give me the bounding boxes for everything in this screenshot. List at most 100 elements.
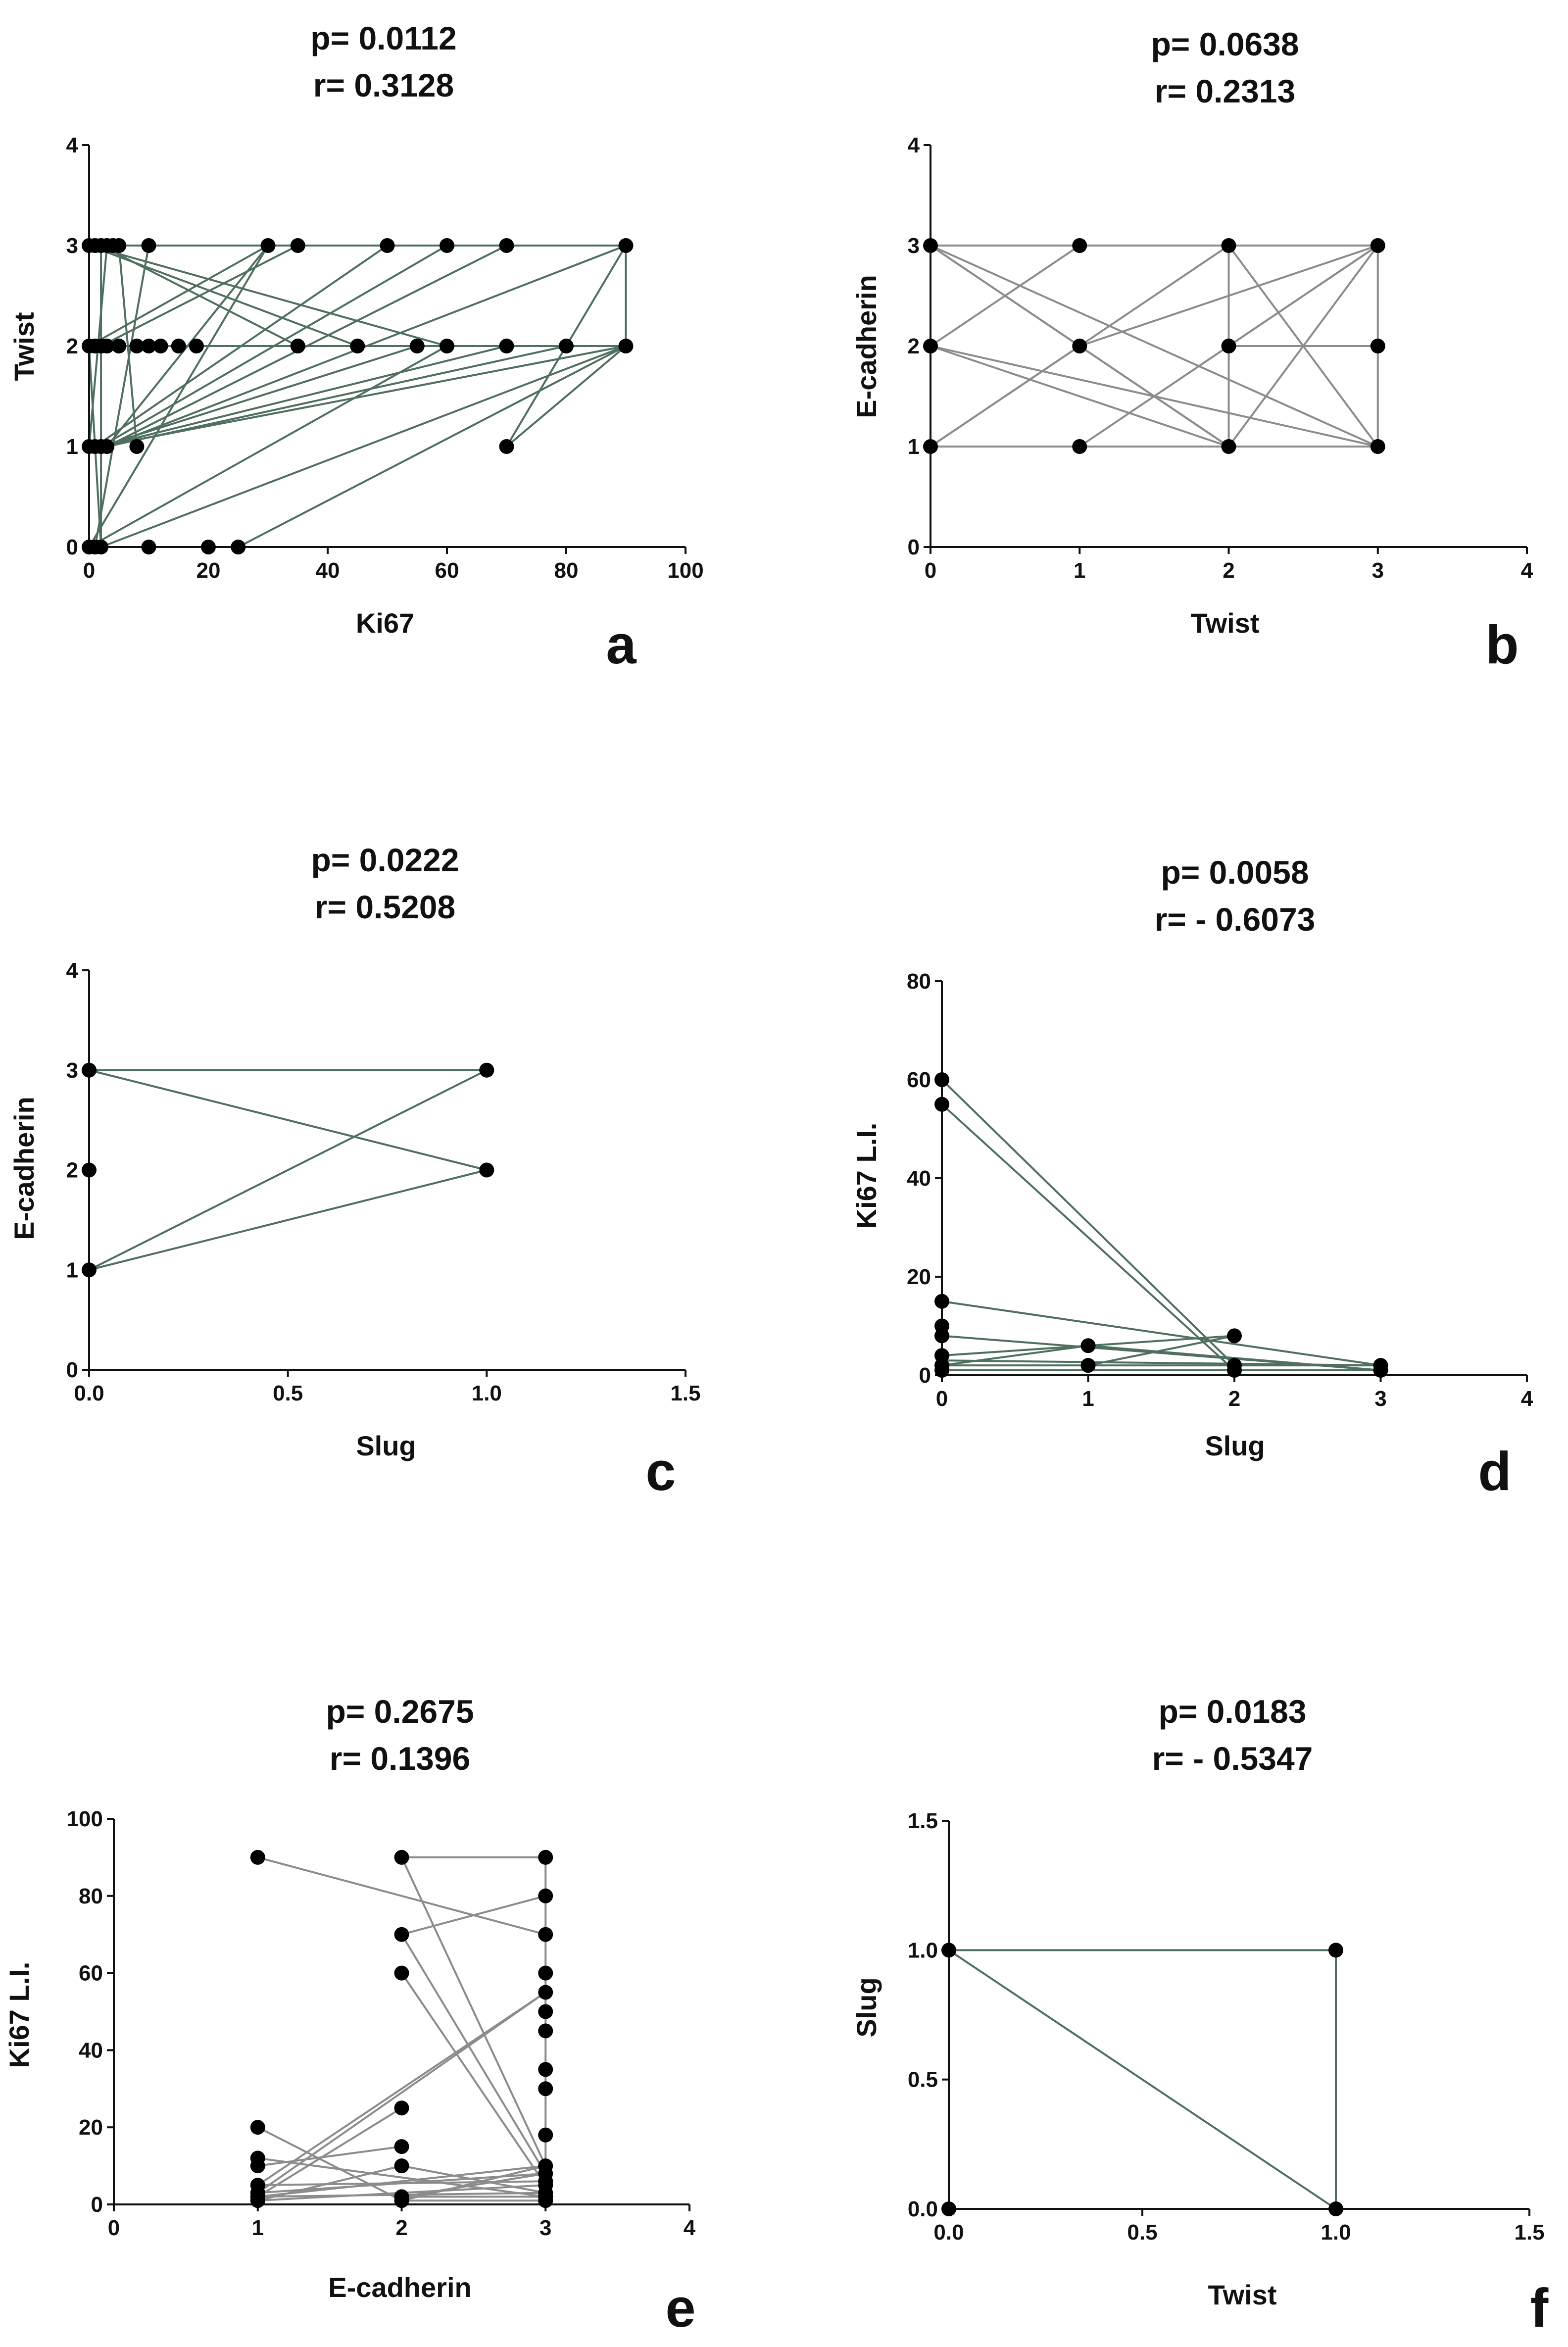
data-point [440, 339, 454, 353]
y-tick-label: 0 [908, 535, 920, 559]
connector-line [257, 2126, 402, 2201]
data-point [153, 339, 168, 353]
y-axis-label: E-cadherin [8, 1097, 40, 1240]
data-points [250, 1849, 553, 2208]
data-point [129, 339, 145, 353]
data-point [394, 1965, 409, 1981]
data-point [934, 1328, 949, 1344]
y-tick-label: 2 [908, 334, 920, 358]
data-point [82, 1262, 97, 1278]
x-tick-label: 1.0 [1321, 2220, 1351, 2245]
y-tick-label: 0 [66, 535, 78, 559]
data-point [538, 1888, 553, 1903]
y-tick-label: 100 [67, 1807, 103, 1831]
connector-line [257, 2146, 402, 2167]
x-tick-label: 1.5 [670, 1381, 700, 1405]
connector-line [400, 1972, 546, 2186]
plot-area: 0 20 40 60 80 100 0 1 2 3 4 [66, 133, 704, 583]
x-tick-label: 1 [1082, 1387, 1094, 1411]
p-value-label: p= 0.0183 [1158, 1693, 1306, 1730]
connector-line [94, 245, 388, 448]
connector-line [930, 245, 1378, 448]
data-point [1080, 1358, 1096, 1373]
data-points [934, 1072, 1388, 1378]
x-tick-label: 40 [316, 558, 340, 583]
data-point [94, 540, 109, 554]
data-point [1072, 439, 1087, 454]
connector-line [257, 2165, 546, 2198]
connector-line [930, 345, 1229, 448]
x-axis-label: Slug [356, 1430, 416, 1461]
y-tick-label: 0 [91, 2193, 103, 2217]
data-point [394, 1849, 409, 1865]
connector-line [948, 1949, 1337, 2210]
data-point [499, 238, 514, 253]
connector-line [1227, 245, 1379, 448]
data-point [923, 439, 938, 454]
connector-line [400, 1857, 547, 2166]
data-point [290, 238, 305, 253]
x-axis-label: Twist [1208, 2279, 1277, 2310]
y-tick-label: 1.5 [908, 1809, 938, 1833]
data-point [1221, 238, 1236, 253]
r-value-label: r= 0.1396 [330, 1740, 470, 1777]
p-value-label: p= 0.0058 [1161, 854, 1309, 891]
data-point [290, 339, 305, 353]
y-tick-label: 1.0 [908, 1938, 938, 1962]
connector-line [100, 345, 626, 448]
data-point [934, 1097, 949, 1112]
connector-line [1079, 245, 1378, 347]
data-point [1080, 1338, 1096, 1353]
y-tick-label: 1 [908, 435, 920, 459]
data-point [538, 2081, 553, 2097]
x-tick-label: 4 [1521, 558, 1533, 583]
y-tick-label: 3 [66, 1058, 78, 1083]
x-tick-label: 3 [539, 2216, 551, 2240]
connector-line [100, 245, 448, 448]
data-point [538, 2023, 553, 2039]
connector-line [401, 2165, 546, 2202]
connector-line [1228, 245, 1378, 347]
data-point [350, 339, 365, 353]
x-tick-label: 3 [1374, 1387, 1386, 1411]
y-tick-label: 2 [66, 334, 78, 358]
r-value-label: r= 0.5208 [315, 889, 455, 925]
p-value-label: p= 0.2675 [326, 1693, 474, 1730]
x-tick-label: 2 [395, 2216, 407, 2240]
data-point [1370, 439, 1385, 454]
data-point [394, 2139, 409, 2154]
x-tick-label: 60 [435, 558, 459, 583]
data-point [1227, 1328, 1242, 1344]
connector-line [401, 2165, 546, 2194]
x-tick-label: 2 [1228, 1387, 1240, 1411]
data-point [141, 238, 156, 253]
y-tick-label: 80 [907, 969, 931, 994]
data-point [1072, 339, 1087, 353]
p-value-label: p= 0.0222 [311, 842, 459, 878]
data-point [394, 2100, 409, 2116]
connector-line [941, 1359, 1381, 1367]
panel-f: p= 0.0183 r= - 0.5347 Twist Slug f 0.0 0.… [851, 1693, 1549, 2339]
data-point [538, 2004, 553, 2019]
connector-line [238, 345, 627, 548]
x-tick-label: 100 [667, 558, 703, 583]
plot-area: 0.0 0.5 1.0 1.5 0.0 0.5 1.0 1.5 [908, 1809, 1545, 2245]
y-tick-label: 80 [79, 1884, 103, 1908]
data-point [99, 439, 115, 454]
x-tick-label: 4 [684, 2216, 696, 2240]
panel-letter: d [1478, 1441, 1511, 1502]
connector-line [257, 2107, 402, 2198]
data-point [250, 2120, 265, 2135]
connector-line [930, 245, 1080, 347]
connector-line [941, 1103, 1235, 1371]
connector-line [94, 245, 150, 548]
y-tick-label: 1 [66, 435, 78, 459]
x-tick-label: 0 [108, 2216, 120, 2240]
y-tick-label: 0.0 [908, 2197, 938, 2221]
x-axis-label: Twist [1191, 607, 1260, 639]
data-point [111, 339, 127, 353]
r-value-label: r= 0.2313 [1155, 73, 1295, 109]
